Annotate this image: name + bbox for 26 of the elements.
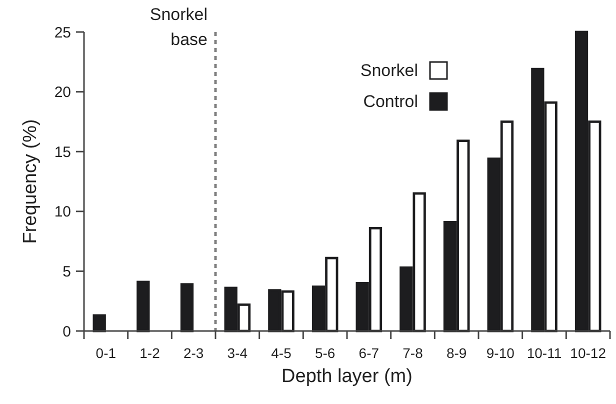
x-tick-label: 8-9 bbox=[446, 345, 467, 361]
x-tick-label: 1-2 bbox=[140, 345, 160, 361]
x-tick-label: 9-10 bbox=[486, 345, 515, 361]
y-tick-label: 0 bbox=[62, 323, 71, 340]
bar bbox=[180, 283, 194, 332]
x-tick-label: 7-8 bbox=[402, 345, 424, 361]
x-tick-label: 3-4 bbox=[227, 345, 248, 361]
y-tick-label: 10 bbox=[54, 204, 71, 221]
x-tick-label: 10-11 bbox=[526, 345, 562, 361]
bar bbox=[136, 280, 150, 332]
annotation: Snorkel base bbox=[150, 5, 208, 49]
x-tick-label: 2-3 bbox=[183, 345, 204, 361]
x-tick-label: 4-5 bbox=[271, 345, 292, 361]
legend-label: Snorkel bbox=[360, 60, 418, 80]
x-tick-label: 10-12 bbox=[570, 345, 606, 361]
y-tick-label: 25 bbox=[54, 24, 71, 42]
x-tick-label: 6-7 bbox=[358, 345, 380, 361]
bar bbox=[92, 314, 106, 332]
y-axis-title: Frequency (%) bbox=[20, 119, 41, 244]
x-axis-title: Depth layer (m) bbox=[282, 366, 412, 387]
legend-label: Control bbox=[363, 92, 418, 111]
y-tick-label: 5 bbox=[62, 263, 71, 280]
x-tick-label: 5-6 bbox=[314, 345, 336, 361]
y-tick-label: 20 bbox=[54, 84, 71, 102]
x-tick-label: 0-1 bbox=[96, 345, 116, 361]
y-tick-label: 15 bbox=[54, 144, 71, 161]
